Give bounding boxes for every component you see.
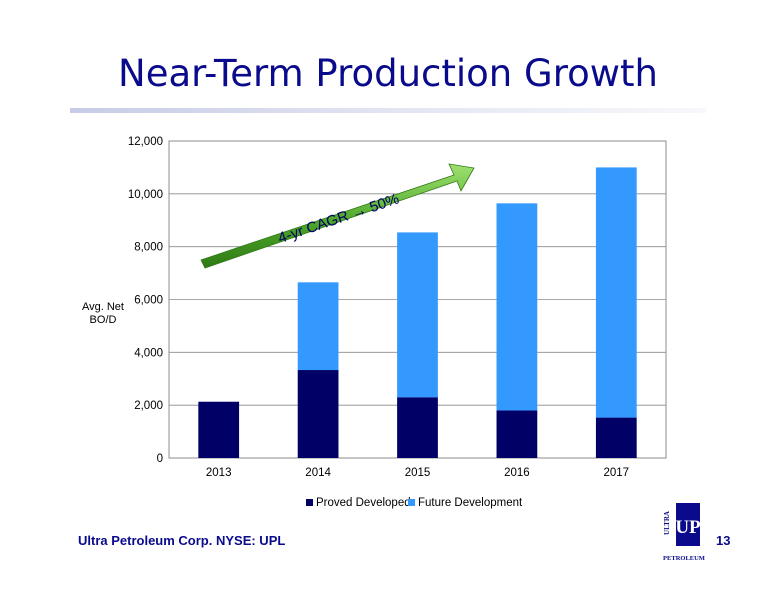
y-tick-label: 10,000 [128, 189, 163, 201]
x-tick-label: 2016 [504, 467, 530, 479]
bar-proved-developed-2016 [496, 410, 538, 458]
bar-proved-developed-2015 [397, 397, 438, 458]
y-axis-label-line2: BO/D [90, 314, 117, 326]
legend-swatch [408, 499, 415, 506]
y-tick-label: 8,000 [134, 242, 163, 254]
page-title: Near-Term Production Growth [118, 52, 658, 95]
bar-future-development-2017 [595, 167, 637, 418]
y-tick-label: 4,000 [134, 347, 163, 359]
bar-future-development-2015 [397, 232, 438, 398]
logo-mark: UP [675, 517, 701, 538]
bar-future-development-2014 [297, 282, 339, 371]
cagr-annotation: 4-yr CAGR → 50% [276, 190, 402, 247]
bar-proved-developed-2013 [198, 401, 240, 458]
bar-future-development-2016 [496, 203, 538, 411]
logo-text-petroleum: PETROLEUM [663, 555, 705, 562]
y-tick-label: 0 [157, 453, 163, 465]
x-tick-label: 2013 [206, 467, 232, 479]
logo-text-ultra: ULTRA [663, 511, 671, 535]
legend-label: Future Development [418, 497, 523, 509]
x-tick-label: 2017 [604, 467, 630, 479]
x-tick-label: 2015 [405, 467, 431, 479]
y-tick-label: 12,000 [128, 136, 163, 148]
y-tick-label: 2,000 [134, 400, 163, 412]
legend-swatch [306, 499, 313, 506]
title-divider [70, 108, 706, 113]
x-tick-label: 2014 [305, 467, 331, 479]
bar-proved-developed-2014 [297, 370, 339, 458]
y-axis-label-line1: Avg. Net [82, 301, 124, 313]
ultra-petroleum-logo: ULTRA UP PETROLEUM [663, 503, 705, 562]
legend-label: Proved Developed [316, 497, 411, 509]
y-tick-label: 6,000 [134, 295, 163, 307]
bar-proved-developed-2017 [595, 417, 637, 458]
page-number: 13 [716, 533, 731, 548]
footer-company: Ultra Petroleum Corp. NYSE: UPL [78, 533, 286, 548]
